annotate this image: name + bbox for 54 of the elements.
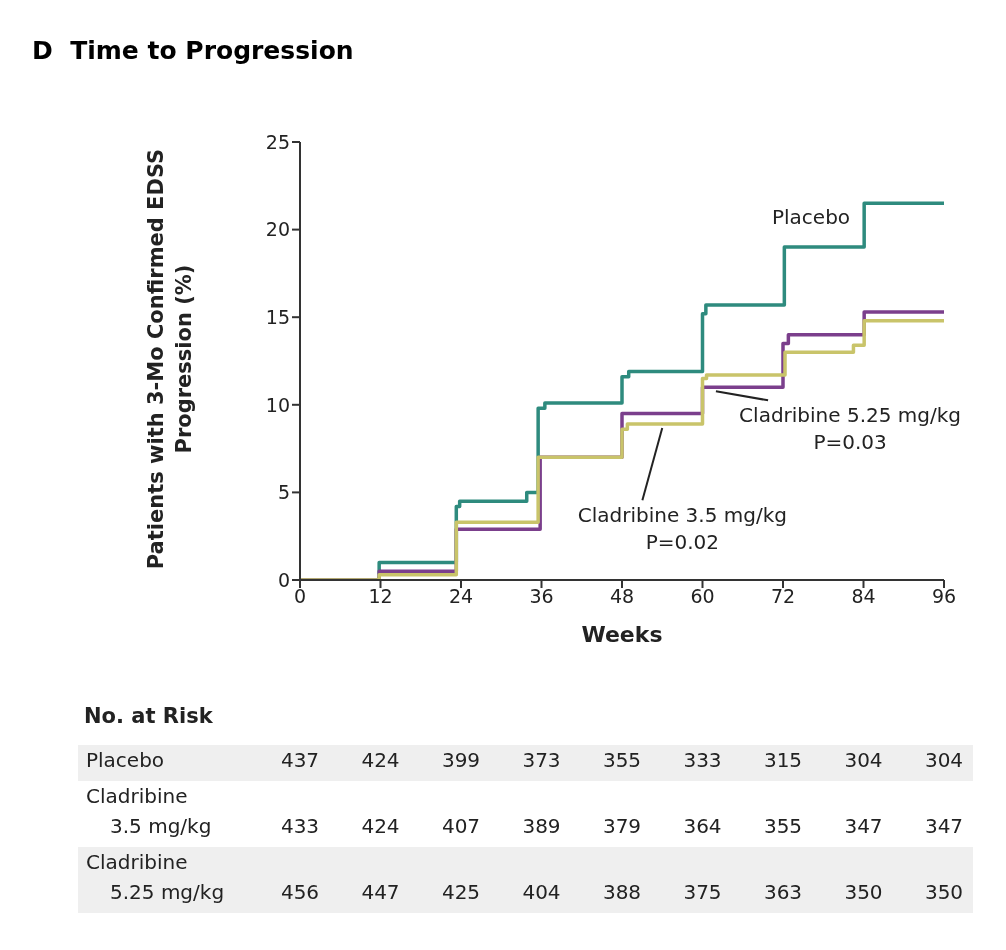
text: 347 [843,814,884,838]
text: 355 [601,748,643,772]
annotation: P=0.02 [645,530,720,555]
text: Cladribine 3.5 mg/kg [86,784,212,838]
y-tick-label: 20 [265,218,290,241]
text: 433 [279,814,321,838]
x-tick-label: 96 [931,585,957,608]
text: No. at Risk [84,704,213,728]
text: 389 [521,814,562,838]
y-axis-title: Patients with 3-Mo Confirmed EDSS Progression (%) [143,147,197,572]
x-tick-label: 48 [609,585,635,608]
series-label: Placebo [771,205,851,230]
text: 355 [762,814,804,838]
series-label: Cladribine 3.5 mg/kg [577,503,787,528]
text: 304 [843,748,884,772]
text: Cladribine 5.25 mg/kg [86,850,225,904]
y-tick-label: 15 [265,305,290,328]
text: 304 [923,748,965,772]
y-tick-label: 25 [265,130,290,153]
x-tick-label: 36 [529,585,554,608]
y-tick-label: 10 [265,393,290,416]
text: 399 [440,748,482,772]
annotation: P=0.03 [813,430,887,455]
x-axis-title: Weeks [581,622,663,647]
y-tick-label: 5 [277,481,290,504]
x-tick-label: 60 [690,585,715,608]
text: 315 [762,748,804,772]
text: 363 [762,880,804,904]
text: 364 [682,814,723,838]
x-tick-label: 24 [448,585,474,608]
x-tick-label: 0 [293,585,307,608]
text: 456 [279,880,321,904]
text: 333 [682,748,723,772]
x-tick-label: 12 [368,585,393,608]
text: 375 [682,880,723,904]
x-tick-label: 72 [770,585,796,608]
text: 347 [923,814,965,838]
text: 388 [601,880,643,904]
text: 350 [923,880,965,904]
text: 350 [843,880,884,904]
x-tick-label: 84 [851,585,876,608]
text: 379 [601,814,643,838]
text: 373 [521,748,562,772]
series-label: Cladribine 5.25 mg/kg [739,403,962,428]
text: Placebo [86,748,165,772]
text: 424 [360,814,401,838]
y-tick-label: 0 [277,568,290,591]
text: 425 [440,880,482,904]
text: 447 [360,880,401,904]
text: 437 [279,748,321,772]
text: 424 [360,748,401,772]
text: 407 [440,814,482,838]
text: 404 [521,880,562,904]
chart-title: D Time to Progression [32,36,354,65]
